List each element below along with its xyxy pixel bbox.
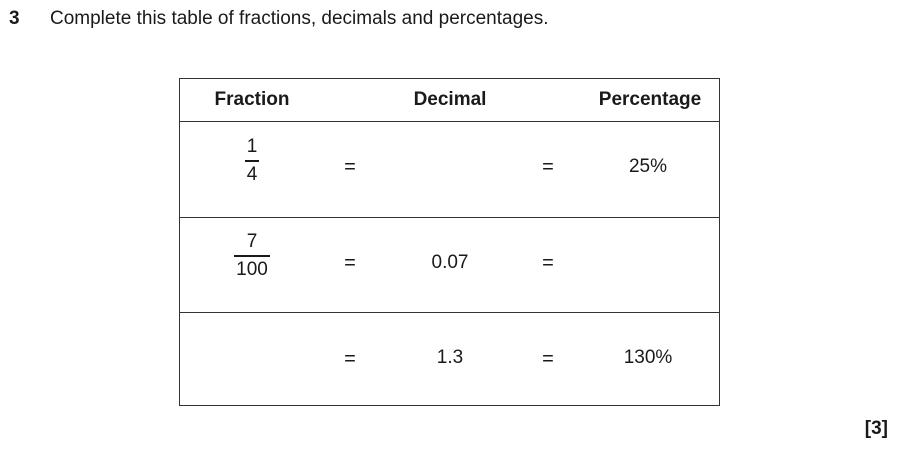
table-header-row: Fraction Decimal Percentage [180, 79, 719, 122]
decimal-cell: 0.07 [431, 252, 469, 273]
fraction-answer-blank[interactable] [202, 347, 302, 371]
equals-sign: = [542, 348, 554, 370]
table-row: = 1.3 = 130% [180, 313, 719, 405]
equals-sign: = [344, 156, 356, 178]
fraction-cell: 7 100 [232, 231, 272, 281]
table-row: 1 4 = = 25% [180, 122, 719, 218]
fraction-cell: 1 4 [234, 136, 270, 186]
equals-sign: = [542, 156, 554, 178]
header-fraction: Fraction [214, 89, 290, 110]
header-decimal: Decimal [413, 89, 487, 110]
conversion-table: Fraction Decimal Percentage 1 4 = = 25% … [179, 78, 720, 406]
header-percentage: Percentage [598, 89, 702, 110]
marks-indicator: [3] [864, 418, 888, 439]
table-row: 7 100 = 0.07 = [180, 218, 719, 313]
equals-sign: = [344, 252, 356, 274]
fraction-numerator: 1 [246, 136, 258, 157]
fraction-bar [234, 255, 270, 257]
fraction-denominator: 4 [246, 163, 258, 185]
question-number: 3 [9, 8, 20, 29]
fraction-numerator: 7 [246, 231, 258, 252]
equals-sign: = [344, 348, 356, 370]
percentage-cell: 130% [623, 347, 673, 368]
percentage-cell: 25% [628, 156, 668, 177]
fraction-denominator: 100 [236, 258, 268, 280]
question-text: Complete this table of fractions, decima… [50, 8, 549, 29]
equals-sign: = [542, 252, 554, 274]
fraction-bar [245, 160, 259, 162]
decimal-cell: 1.3 [436, 347, 464, 368]
